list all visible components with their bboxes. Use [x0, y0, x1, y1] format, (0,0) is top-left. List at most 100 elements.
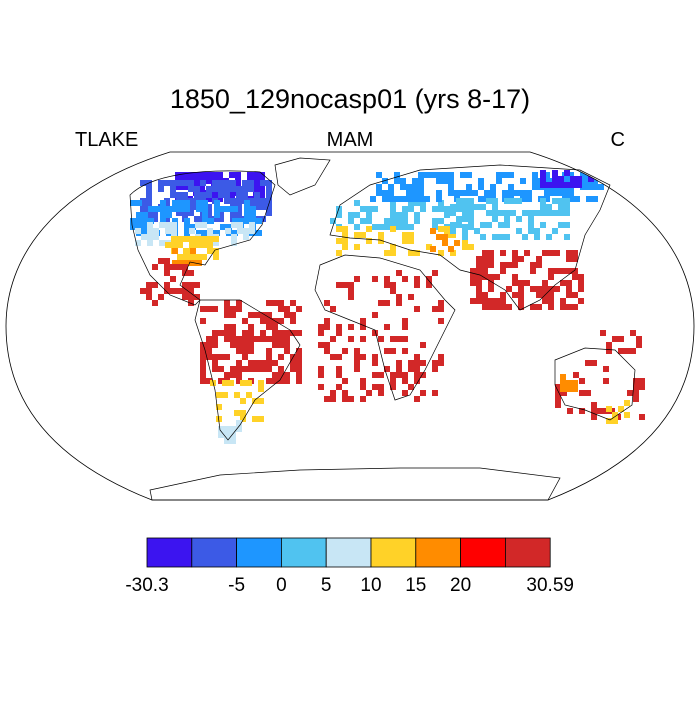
grid-cell: [230, 210, 236, 216]
grid-cell: [432, 270, 438, 276]
grid-cell: [213, 236, 219, 242]
grid-cell: [206, 378, 212, 384]
grid-cell: [606, 406, 612, 412]
grid-cell: [462, 238, 468, 244]
grid-cell: [242, 330, 248, 336]
grid-cell: [206, 192, 212, 198]
grid-cell: [207, 236, 213, 242]
grid-cell: [372, 354, 378, 360]
grid-cell: [566, 304, 572, 310]
grid-cell: [580, 172, 586, 178]
grid-cell: [394, 196, 400, 202]
grid-cell: [476, 298, 482, 304]
grid-cell: [466, 184, 472, 190]
grid-cell: [488, 262, 494, 268]
grid-cell: [372, 206, 378, 212]
grid-cell: [202, 212, 208, 218]
grid-cell: [230, 438, 236, 444]
grid-cell: [242, 180, 248, 186]
grid-cell: [579, 408, 585, 414]
grid-cell: [476, 292, 482, 298]
grid-cell: [564, 170, 570, 176]
grid-cell: [540, 176, 546, 182]
grid-cell: [484, 190, 490, 196]
grid-cell: [396, 212, 402, 218]
grid-cell: [382, 196, 388, 202]
grid-cell: [177, 242, 183, 248]
grid-cell: [147, 228, 153, 234]
grid-cell: [408, 232, 414, 238]
grid-cell: [266, 336, 272, 342]
grid-cell: [244, 212, 250, 218]
grid-cell: [232, 218, 238, 224]
grid-cell: [172, 248, 178, 254]
grid-cell: [448, 184, 454, 190]
grid-cell: [384, 300, 390, 306]
grid-cell: [224, 192, 230, 198]
grid-cell: [360, 354, 366, 360]
grid-cell: [390, 282, 396, 288]
grid-cell: [193, 172, 199, 178]
grid-cell: [618, 348, 624, 354]
grid-cell: [508, 190, 514, 196]
grid-cell: [194, 294, 200, 300]
grid-cell: [196, 230, 202, 236]
grid-cell: [402, 336, 408, 342]
grid-cell: [136, 200, 142, 206]
grid-cell: [172, 206, 178, 212]
grid-cell: [142, 218, 148, 224]
grid-cell: [390, 212, 396, 218]
grid-cell: [146, 210, 152, 216]
grid-cell: [166, 212, 172, 218]
grid-cell: [296, 306, 302, 312]
grid-cell: [378, 336, 384, 342]
grid-cell: [591, 414, 597, 420]
grid-cell: [612, 336, 618, 342]
grid-cell: [540, 182, 546, 188]
grid-cell: [438, 300, 444, 306]
grid-cell: [396, 270, 402, 276]
colorbar-box: [415, 537, 461, 568]
grid-cell: [190, 248, 196, 254]
colorbar-label: 10: [360, 575, 381, 596]
grid-cell: [348, 212, 354, 218]
grid-cell: [372, 312, 378, 318]
grid-cell: [432, 366, 438, 372]
grid-cell: [260, 198, 266, 204]
grid-cell: [402, 348, 408, 354]
grid-cell: [324, 300, 330, 306]
grid-cell: [518, 292, 524, 298]
grid-cell: [530, 262, 536, 268]
grid-cell: [266, 318, 272, 324]
grid-cell: [450, 204, 456, 210]
grid-cell: [201, 242, 207, 248]
grid-cell: [202, 200, 208, 206]
grid-cell: [578, 298, 584, 304]
grid-cell: [540, 222, 546, 228]
grid-cell: [494, 304, 500, 310]
grid-cell: [252, 398, 258, 404]
grid-cell: [189, 254, 195, 260]
grid-cell: [540, 204, 546, 210]
grid-cell: [348, 336, 354, 342]
grid-cell: [140, 198, 146, 204]
grid-cell: [418, 196, 424, 202]
grid-cell: [278, 336, 284, 342]
grid-cell: [189, 242, 195, 248]
grid-cell: [235, 178, 241, 184]
grid-cell: [183, 254, 189, 260]
grid-cell: [560, 386, 566, 392]
grid-cell: [466, 172, 472, 178]
grid-cell: [633, 384, 639, 390]
grid-cell: [606, 418, 612, 424]
grid-cell: [266, 324, 272, 330]
grid-cell: [260, 216, 266, 222]
grid-cell: [548, 304, 554, 310]
grid-cell: [218, 330, 224, 336]
grid-cell: [476, 262, 482, 268]
grid-cell: [382, 190, 388, 196]
grid-cell: [376, 184, 382, 190]
grid-cell: [195, 222, 201, 228]
grid-cell: [266, 348, 272, 354]
grid-cell: [177, 236, 183, 242]
